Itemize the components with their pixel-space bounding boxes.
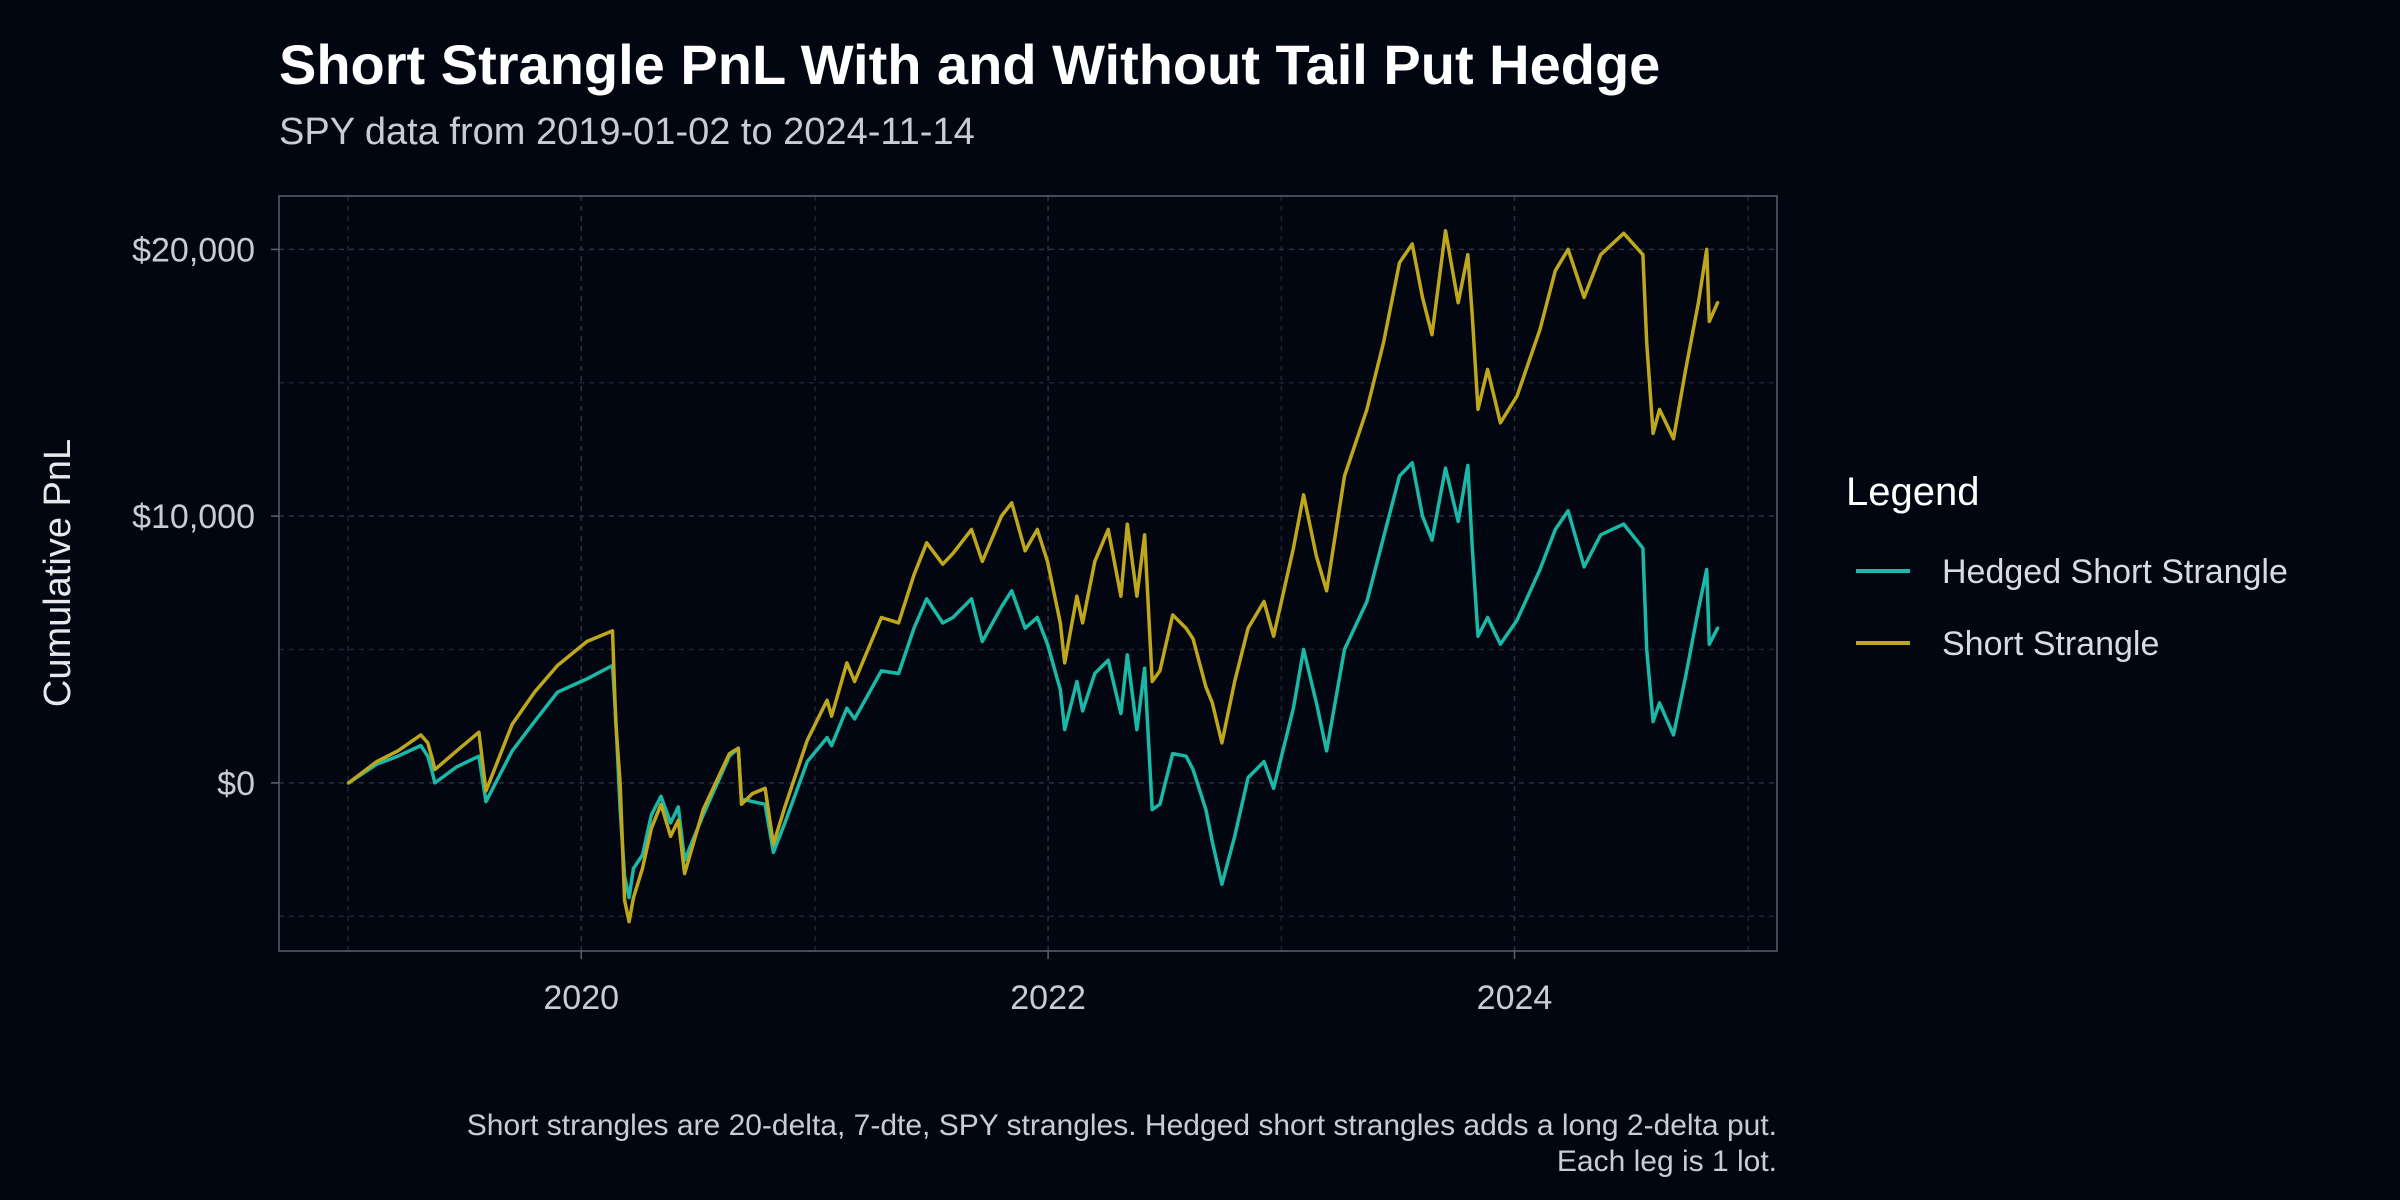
y-tick-label: $10,000: [132, 498, 255, 536]
x-tick-label: 2024: [1477, 979, 1553, 1017]
chart-title: Short Strangle PnL With and Without Tail…: [279, 33, 1660, 96]
chart-subtitle: SPY data from 2019-01-02 to 2024-11-14: [279, 111, 975, 153]
legend-items: Hedged Short Strangle Short Strangle: [1856, 553, 2288, 663]
legend-label-short-strangle: Short Strangle: [1942, 625, 2159, 663]
x-axis: 2020 2022 2024: [543, 951, 1552, 1017]
x-tick-label: 2022: [1010, 979, 1086, 1017]
legend: Legend Hedged Short Strangle Short Strang…: [1846, 470, 2288, 663]
y-tick-label: $0: [217, 765, 255, 803]
y-axis: $0 $10,000 $20,000: [132, 231, 279, 803]
x-tick-label: 2020: [543, 979, 619, 1017]
y-tick-label: $20,000: [132, 231, 255, 269]
chart-caption-line-1: Short strangles are 20-delta, 7-dte, SPY…: [467, 1109, 1777, 1142]
series-line-short-strangle: [346, 228, 1720, 924]
legend-title: Legend: [1846, 470, 1979, 514]
series-line-hedged-short-strangle: [346, 461, 1720, 900]
y-axis-title: Cumulative PnL: [37, 439, 79, 707]
series-lines: [346, 228, 1720, 924]
legend-label-hedged-short-strangle: Hedged Short Strangle: [1942, 553, 2288, 591]
chart-caption-line-2: Each leg is 1 lot.: [1557, 1145, 1777, 1178]
plot-panel-border: [278, 195, 1778, 952]
